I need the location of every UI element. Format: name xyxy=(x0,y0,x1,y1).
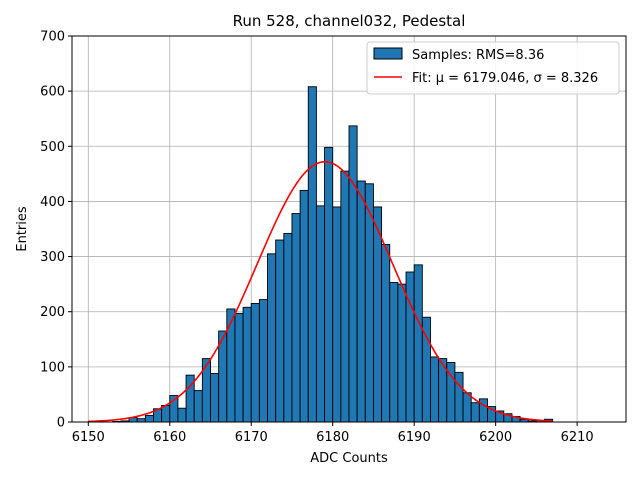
y-tick-label: 100 xyxy=(40,360,65,375)
histogram-bar xyxy=(299,189,309,423)
histogram-bar xyxy=(315,205,326,423)
chart-title: Run 528, channel032, Pedestal xyxy=(233,12,466,30)
x-tick-label: 6180 xyxy=(316,430,349,445)
histogram-bar xyxy=(226,308,236,423)
histogram-bar xyxy=(242,306,252,423)
y-tick-label: 200 xyxy=(40,305,65,320)
histogram-bar xyxy=(413,264,423,423)
x-tick-label: 6210 xyxy=(561,430,594,445)
histogram-bar xyxy=(193,390,203,423)
legend: Samples: RMS=8.36 Fit: μ = 6179.046, σ =… xyxy=(366,41,620,95)
legend-label-fit: Fit: μ = 6179.046, σ = 8.326 xyxy=(412,71,598,86)
y-tick-label: 700 xyxy=(40,30,65,45)
y-tick-label: 0 xyxy=(57,416,65,431)
histogram-bar xyxy=(478,398,488,423)
histogram-bar xyxy=(234,312,244,423)
y-tick-label: 600 xyxy=(40,85,65,100)
histogram-bar xyxy=(275,239,285,423)
x-tick-label: 6150 xyxy=(72,430,105,445)
y-axis-ticks: 0 100 200 300 400 500 600 700 xyxy=(40,30,72,431)
histogram-bar xyxy=(177,407,187,423)
histogram-bar xyxy=(381,243,391,423)
histogram-bar xyxy=(340,170,350,423)
histogram-bar xyxy=(356,180,366,423)
histogram-bar xyxy=(258,299,268,423)
y-axis-title: Entries xyxy=(15,206,30,252)
histogram-bar xyxy=(161,405,171,423)
y-tick-label: 500 xyxy=(40,140,65,155)
histogram-bar xyxy=(291,213,301,423)
histogram-bar xyxy=(430,356,440,423)
histogram-bar xyxy=(250,302,260,423)
histogram-bar xyxy=(283,232,293,423)
x-axis-ticks: 6150 6160 6170 6180 6190 6200 6210 xyxy=(72,422,594,445)
histogram-bar xyxy=(462,392,472,423)
histogram-bar xyxy=(307,86,317,423)
histogram-bar xyxy=(470,402,480,423)
histogram-bar xyxy=(324,146,334,423)
histogram-bar xyxy=(389,282,399,423)
legend-box xyxy=(366,41,620,95)
gaussian-fit-curve xyxy=(88,160,553,423)
x-axis-title: ADC Counts xyxy=(310,451,388,466)
y-tick-label: 300 xyxy=(40,250,65,265)
x-tick-label: 6190 xyxy=(398,430,431,445)
histogram-bar xyxy=(454,371,464,423)
histogram-bar xyxy=(144,414,154,423)
histogram-bar xyxy=(397,283,407,423)
x-tick-label: 6160 xyxy=(153,430,186,445)
plot-frame xyxy=(71,35,627,423)
histogram-bar xyxy=(405,271,415,423)
histogram-bar xyxy=(210,373,220,423)
x-tick-label: 6170 xyxy=(235,430,268,445)
histogram-bar xyxy=(348,125,358,423)
legend-swatch-samples xyxy=(373,47,403,60)
y-tick-label: 400 xyxy=(40,195,65,210)
histogram-bar xyxy=(201,358,211,423)
histogram-bar xyxy=(332,206,342,423)
legend-label-samples: Samples: RMS=8.36 xyxy=(412,48,544,63)
x-tick-label: 6200 xyxy=(479,430,512,445)
histogram-bar xyxy=(267,253,277,423)
histogram-bar xyxy=(372,206,383,423)
